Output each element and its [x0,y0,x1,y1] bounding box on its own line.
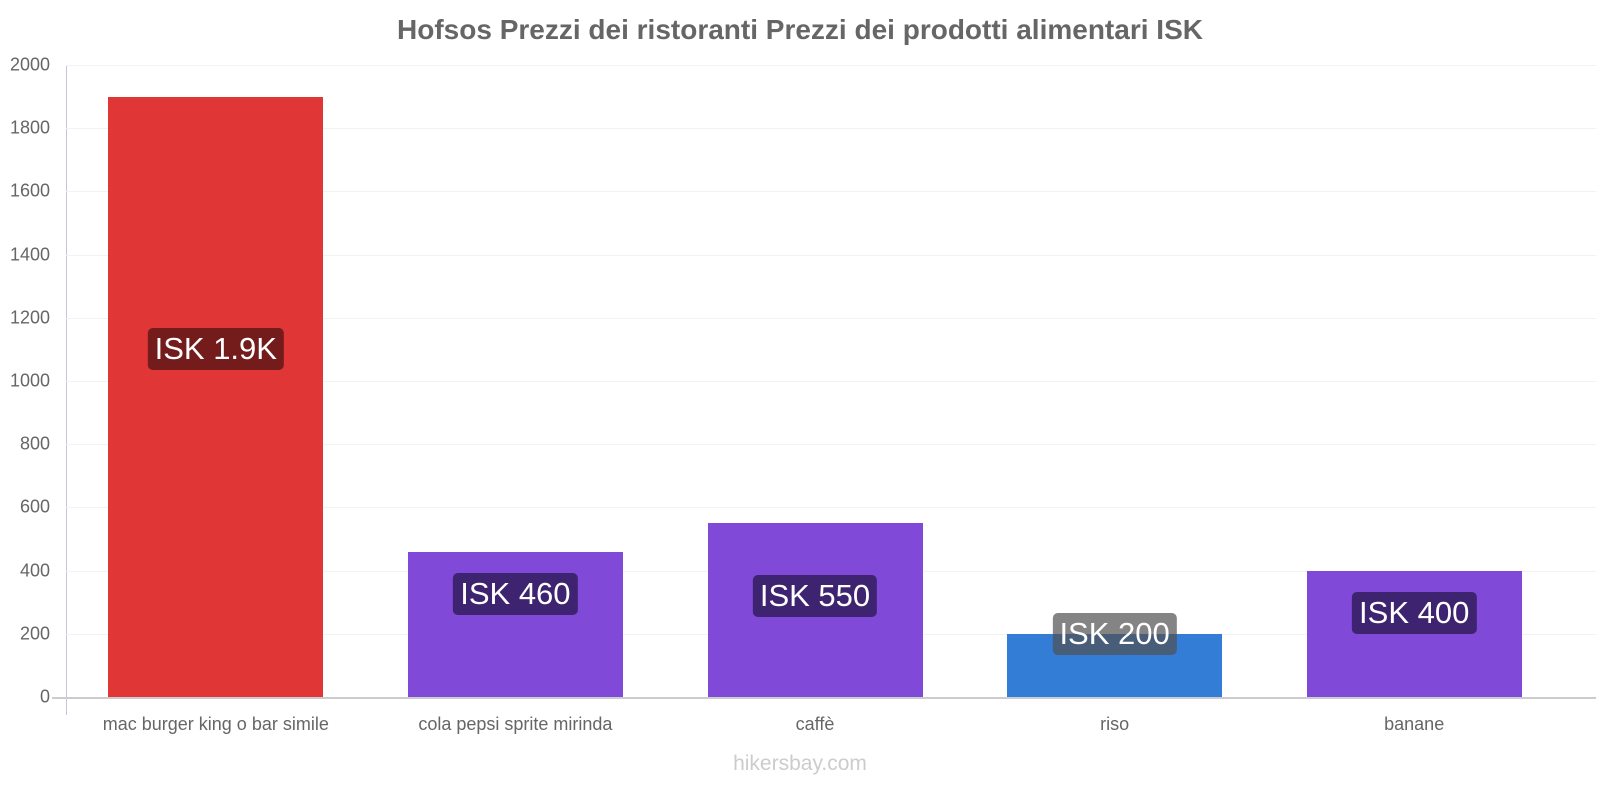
y-tick-label: 200 [19,623,50,644]
gridline [66,254,1596,256]
y-tick-label: 2000 [9,54,50,75]
y-tick-label: 1600 [9,180,50,201]
data-label: ISK 200 [1052,612,1177,655]
gridline [66,444,1596,446]
x-tick-label: riso [1100,714,1130,734]
y-tick-label: 1000 [9,370,50,391]
y-tick-label: 400 [19,560,50,581]
gridline [66,381,1596,382]
gridline [66,507,1596,509]
y-tick-label: 600 [19,496,50,517]
chart-title: Hofsos Prezzi dei ristoranti Prezzi dei … [397,14,1203,45]
y-tick-label: 0 [39,686,50,707]
x-tick-label: cola pepsi sprite mirinda [418,714,613,734]
x-tick-label: mac burger king o bar simile [102,714,329,734]
y-tick-label: 1200 [9,307,50,328]
x-tick-label: caffè [795,714,835,734]
data-label: ISK 1.9K [147,327,284,370]
y-tick-label: 1800 [9,117,50,138]
data-label: ISK 400 [1352,591,1477,634]
watermark: hikersbay.com [733,752,867,775]
bar[interactable] [1306,570,1522,697]
gridline [66,65,1596,66]
y-tick-label: 800 [19,433,50,454]
y-axis [66,65,67,715]
gridline [66,317,1596,319]
x-tick-label: banane [1384,714,1445,734]
data-label: ISK 460 [453,572,578,615]
gridline [66,191,1596,193]
y-tick-label: 1400 [9,244,50,265]
bar[interactable] [108,96,324,697]
gridline [66,128,1596,130]
x-axis [52,697,1596,699]
data-label: ISK 550 [752,575,878,618]
